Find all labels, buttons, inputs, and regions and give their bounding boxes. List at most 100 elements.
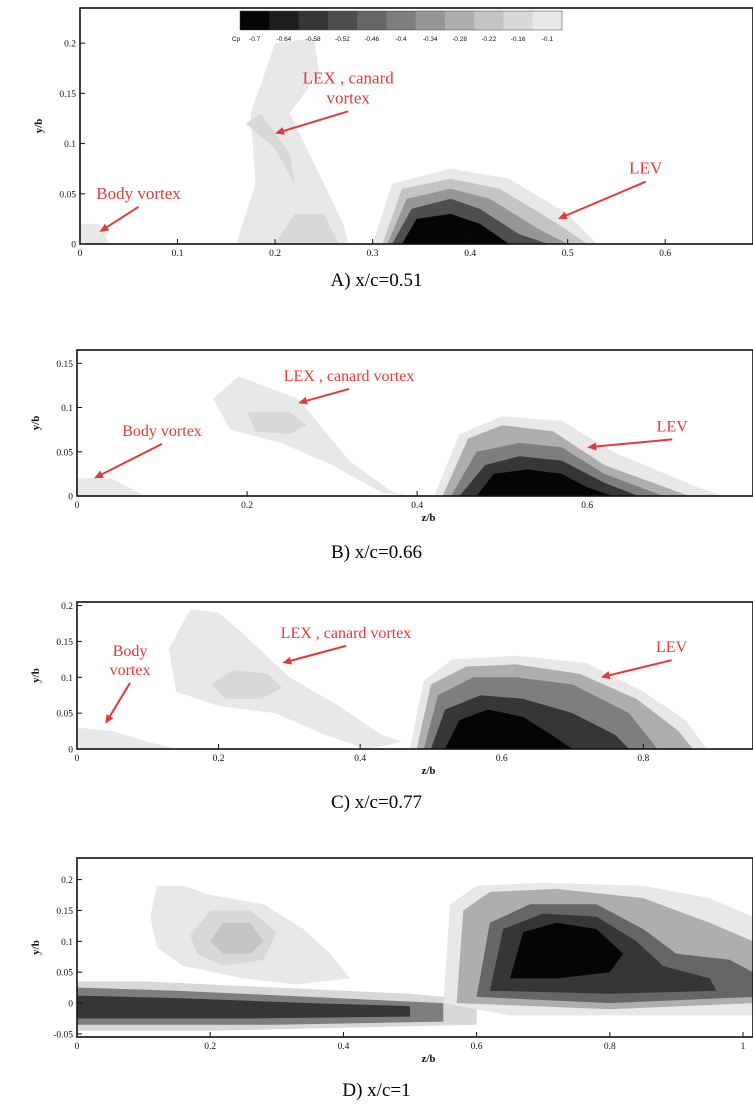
x-tick-label: 0.8 bbox=[604, 1042, 616, 1052]
panel-b: 0 0.2 0.4 0.6 0 0.05 0.1 0.15 z/b y/b Body vortex L… bbox=[0, 340, 753, 580]
colorbar-tick-label: -0.22 bbox=[481, 36, 496, 43]
y-tick-label: 0.1 bbox=[61, 404, 73, 414]
y-tick-label: 0 bbox=[68, 493, 73, 503]
panel-d: 0 0.2 0.4 0.6 0.8 1 -0.05 0 0.05 0.1 0.15 0.2 z/b y/b… bbox=[0, 850, 753, 1115]
x-tick-label: 0.6 bbox=[659, 249, 671, 259]
annotation-arrowhead bbox=[275, 127, 285, 135]
colorbar-tick-label: -0.28 bbox=[452, 36, 467, 43]
x-tick-label: 0.4 bbox=[464, 249, 476, 259]
colorbar-tick-label: -0.64 bbox=[276, 36, 291, 43]
annotation-arrowhead bbox=[105, 714, 114, 724]
plot-frame bbox=[76, 601, 753, 750]
x-tick-label: 0.3 bbox=[367, 249, 379, 259]
y-tick-label: -0.05 bbox=[53, 1030, 73, 1040]
contour-region-2 bbox=[247, 411, 307, 435]
caption-d: D) x/c=1 bbox=[342, 1080, 411, 1101]
contour-region-1 bbox=[169, 609, 403, 749]
contour-region-2 bbox=[211, 670, 283, 699]
x-tick-label: 0.2 bbox=[269, 249, 281, 259]
y-axis-label: y/b bbox=[33, 119, 45, 134]
annotation-arrow bbox=[596, 438, 673, 448]
x-tick-label: 1 bbox=[741, 1042, 746, 1052]
x-tick-label: 0.2 bbox=[241, 501, 253, 511]
colorbar-tick-label: -0.1 bbox=[542, 36, 554, 43]
y-tick-label: 0.05 bbox=[56, 969, 73, 979]
chart-c: 0 0.2 0.4 0.6 0.8 0 0.05 0.1 0.15 0.2 z/b y/b Body vo… bbox=[30, 601, 753, 777]
contour-layer bbox=[80, 38, 597, 244]
y-tick-label: 0.15 bbox=[56, 360, 73, 370]
caption-b: B) x/c=0.66 bbox=[331, 542, 422, 563]
y-axis-label: y/b bbox=[30, 940, 42, 955]
annotation-arrowhead bbox=[99, 223, 110, 232]
annotation-arrow bbox=[106, 205, 140, 228]
x-tick-label: 0.4 bbox=[354, 754, 366, 764]
y-axis-label: y/b bbox=[30, 668, 42, 683]
colorbar-tick-label: -0.16 bbox=[511, 36, 526, 43]
plot-frame bbox=[76, 349, 753, 497]
y-tick-label: 0.05 bbox=[56, 448, 73, 458]
y-tick-label: 0.05 bbox=[59, 190, 76, 200]
x-tick-label: 0.6 bbox=[471, 1042, 483, 1052]
annotation-arrowhead bbox=[298, 396, 308, 405]
x-axis-label: z/b bbox=[421, 1053, 435, 1065]
colorbar-swatch bbox=[386, 11, 417, 30]
y-tick-label: 0.15 bbox=[56, 907, 73, 917]
colorbar-tick-label: -0.46 bbox=[364, 36, 379, 43]
annotation-arrowhead bbox=[94, 470, 104, 479]
colorbar-swatch bbox=[415, 11, 446, 30]
annotation-arrowhead bbox=[557, 211, 568, 220]
annotation-arrow bbox=[101, 442, 163, 476]
annotation-label: LEX , canard bbox=[303, 68, 395, 87]
contour-layer bbox=[77, 376, 724, 496]
x-tick-label: 0.4 bbox=[411, 501, 423, 511]
annotation-label: Body bbox=[113, 643, 148, 660]
y-axis-label: y/b bbox=[30, 416, 42, 431]
annotation-arrow bbox=[609, 659, 672, 677]
panel-c: 0 0.2 0.4 0.6 0.8 0 0.05 0.1 0.15 0.2 z/b y/b Body vo… bbox=[0, 592, 753, 832]
annotation-label: LEV bbox=[629, 159, 663, 178]
chart-a: 00.10.20.30.40.50.600.050.10.150.2z/by/b… bbox=[33, 7, 753, 259]
contour-region-0 bbox=[80, 223, 110, 244]
colorbar-swatch bbox=[240, 11, 270, 30]
contour-region-3 bbox=[275, 213, 339, 244]
annotation-arrow bbox=[565, 180, 647, 217]
y-tick-label: 0.1 bbox=[61, 674, 73, 684]
colorbar-tick-label: -0.4 bbox=[395, 36, 407, 43]
annotation-label: vortex bbox=[110, 662, 151, 679]
plot-frame bbox=[76, 857, 753, 1038]
caption-a: A) x/c=0.51 bbox=[330, 270, 423, 291]
y-tick-label: 0.05 bbox=[56, 710, 73, 720]
contour-layer bbox=[77, 609, 707, 749]
contour-region-7 bbox=[445, 709, 573, 749]
colorbar-tick-label: -0.7 bbox=[249, 36, 261, 43]
contour-region-0 bbox=[77, 478, 145, 496]
y-tick-label: 0.2 bbox=[61, 602, 73, 612]
colorbar-swatch bbox=[474, 11, 504, 30]
chart-b: 0 0.2 0.4 0.6 0 0.05 0.1 0.15 z/b y/b Body vortex L… bbox=[30, 349, 753, 524]
y-tick-label: 0.2 bbox=[64, 40, 76, 50]
x-tick-label: 0 bbox=[75, 501, 80, 511]
colorbar-swatch bbox=[298, 11, 329, 30]
y-tick-label: 0 bbox=[68, 746, 73, 756]
x-tick-label: 0.2 bbox=[213, 754, 225, 764]
annotation-label: LEX , canard vortex bbox=[281, 625, 412, 642]
colorbar-tick-label: -0.58 bbox=[306, 36, 321, 43]
x-tick-label: 0.2 bbox=[204, 1042, 216, 1052]
x-axis-label: z/b bbox=[421, 765, 435, 777]
annotation-label: LEX , canard vortex bbox=[284, 368, 415, 385]
plot-frame bbox=[79, 7, 753, 245]
annotation-arrowhead bbox=[282, 656, 293, 665]
x-axis-label: z/b bbox=[421, 512, 435, 524]
colorbar-tick-label: -0.34 bbox=[423, 36, 438, 43]
y-tick-label: 0.2 bbox=[61, 876, 73, 886]
caption-c: C) x/c=0.77 bbox=[331, 792, 422, 813]
y-tick-label: 0 bbox=[71, 241, 76, 251]
x-tick-label: 0.4 bbox=[337, 1042, 349, 1052]
colorbar-swatch bbox=[503, 11, 534, 30]
x-tick-label: 0.6 bbox=[581, 501, 593, 511]
annotation-label: LEV bbox=[657, 418, 689, 435]
x-tick-label: 0 bbox=[78, 249, 83, 259]
contour-region-5 bbox=[210, 922, 264, 954]
x-tick-label: 0.5 bbox=[562, 249, 574, 259]
